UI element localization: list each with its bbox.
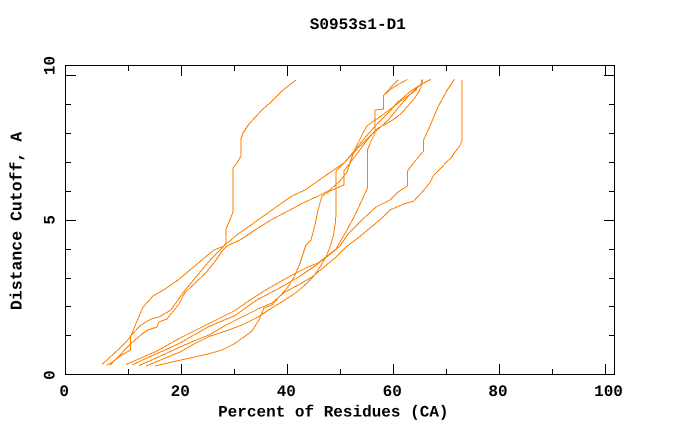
svg-text:10: 10: [42, 56, 60, 75]
svg-text:0: 0: [59, 383, 69, 401]
svg-text:80: 80: [488, 383, 507, 401]
svg-text:100: 100: [594, 383, 623, 401]
svg-text:Distance Cutoff, A: Distance Cutoff, A: [8, 132, 27, 310]
svg-text:S0953s1-D1: S0953s1-D1: [310, 16, 406, 34]
svg-text:20: 20: [171, 383, 190, 401]
svg-text:40: 40: [277, 383, 296, 401]
svg-text:0: 0: [42, 370, 60, 380]
svg-text:5: 5: [42, 215, 60, 225]
svg-text:60: 60: [383, 383, 402, 401]
svg-text:Percent of Residues (CA): Percent of Residues (CA): [218, 404, 448, 422]
